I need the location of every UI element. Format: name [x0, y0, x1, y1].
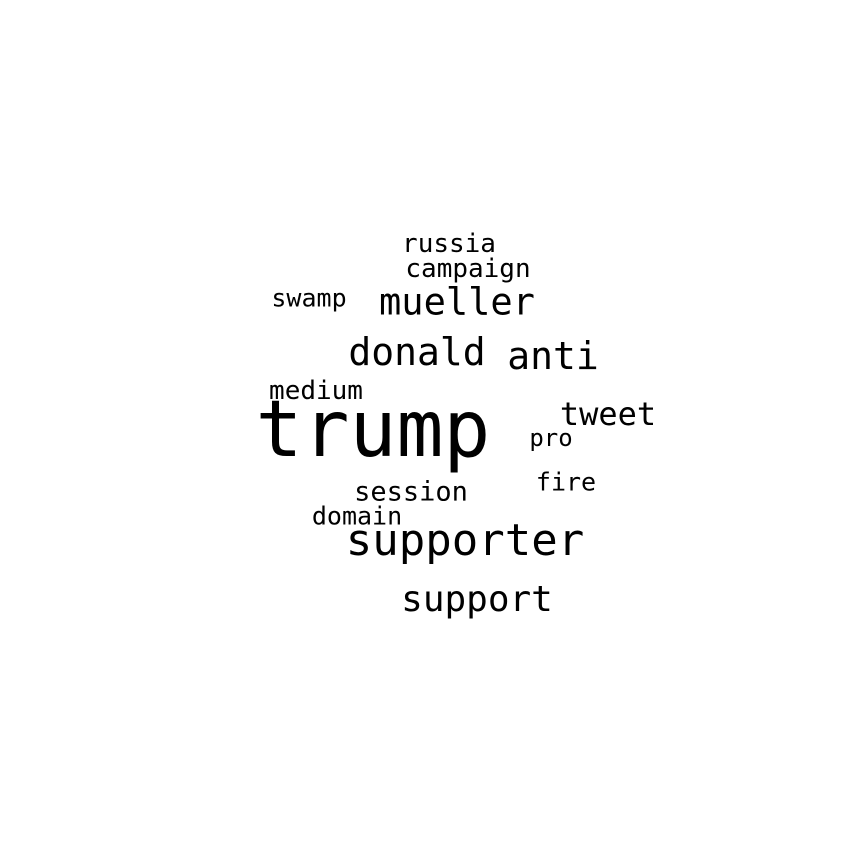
word-swamp: swamp: [271, 283, 347, 313]
word-medium: medium: [269, 376, 363, 406]
word-russia: russia: [402, 229, 496, 259]
word-support: support: [401, 579, 553, 620]
word-supporter: supporter: [345, 515, 585, 566]
word-session: session: [354, 476, 468, 508]
word-anti: anti: [507, 334, 599, 378]
word-campaign: campaign: [405, 254, 531, 284]
word-tweet: tweet: [559, 395, 657, 433]
word-trump: trump: [255, 385, 491, 475]
word-pro: pro: [529, 424, 573, 452]
word-donald: donald: [348, 330, 486, 374]
word-fire: fire: [535, 467, 597, 497]
word-mueller: mueller: [379, 280, 535, 324]
word-domain: domain: [311, 501, 403, 531]
